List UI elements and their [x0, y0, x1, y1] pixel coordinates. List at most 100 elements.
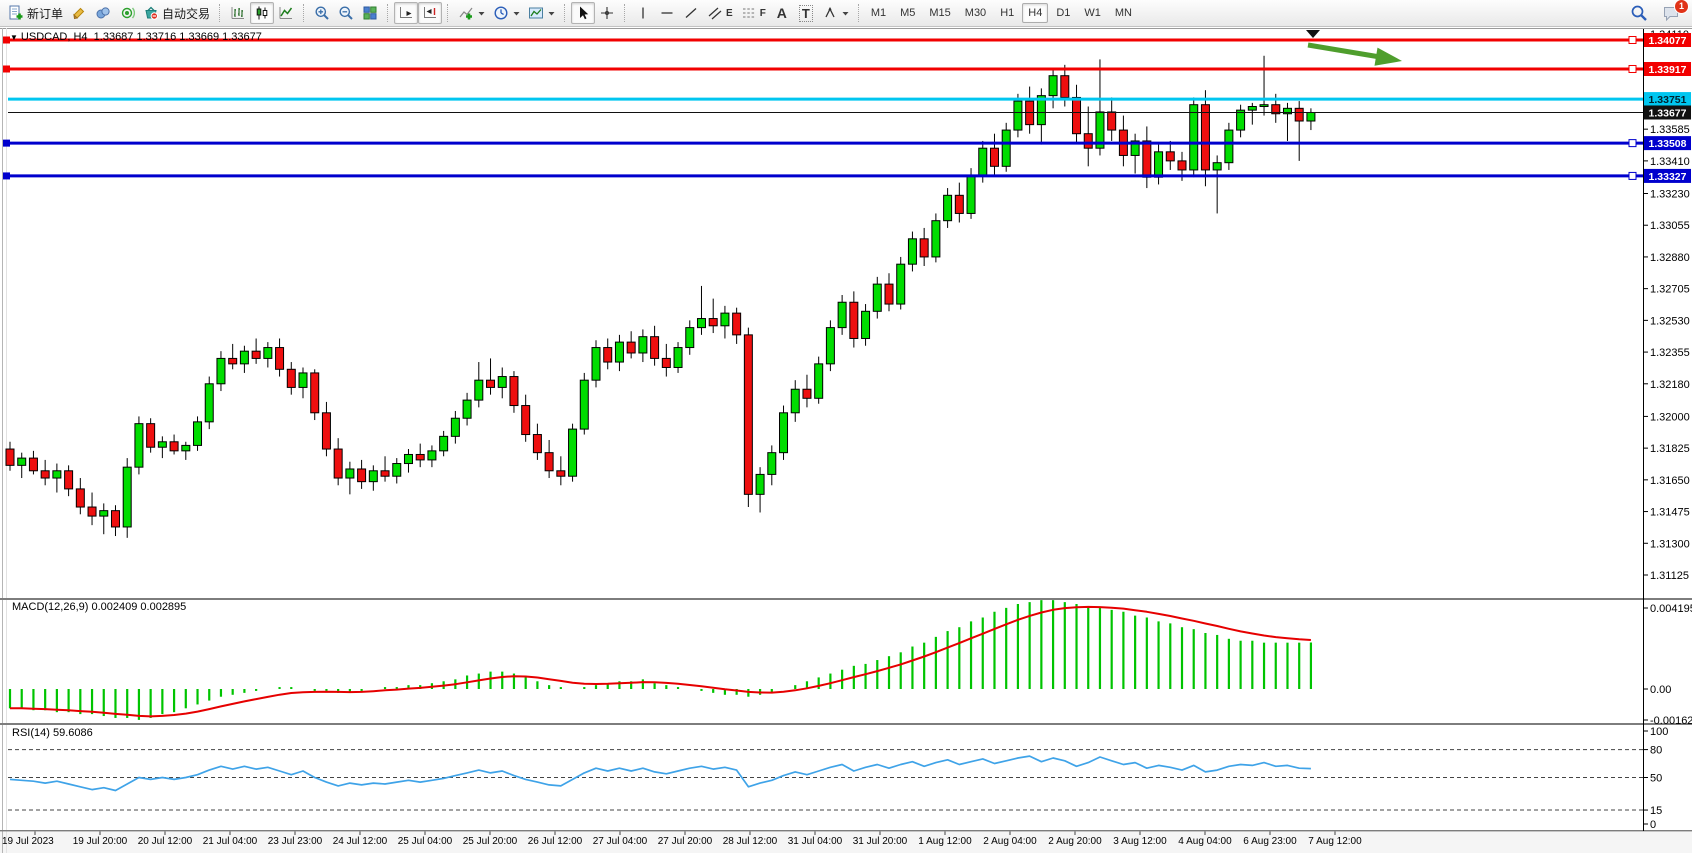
trend-arrow-line[interactable]	[1307, 42, 1381, 60]
candlestick-chart-button[interactable]	[250, 2, 275, 24]
timeframe-M15[interactable]: M15	[929, 7, 951, 19]
chart-shift-button[interactable]	[418, 2, 443, 24]
signals-button[interactable]	[115, 2, 139, 24]
community-button[interactable]	[91, 2, 115, 24]
timeframe-W1[interactable]: W1	[1084, 7, 1101, 19]
hline-handle[interactable]	[3, 139, 10, 147]
trendline-tool-button[interactable]	[679, 2, 703, 24]
toolbar-separator	[624, 4, 626, 22]
line-chart-button[interactable]	[274, 2, 298, 24]
arrows-tool-button[interactable]	[818, 2, 853, 24]
chat-button[interactable]: 1	[1658, 0, 1689, 24]
search-button[interactable]	[1626, 2, 1652, 24]
date-label: 24 Jul 12:00	[333, 836, 388, 847]
auto-scroll-icon	[400, 7, 413, 18]
zoom-in-button[interactable]	[310, 2, 334, 24]
fibonacci-tool-button[interactable]: F	[737, 2, 770, 24]
high-marker-icon[interactable]	[1306, 30, 1320, 38]
annotations[interactable]	[1306, 30, 1402, 66]
timeframe-M30[interactable]: M30	[964, 7, 987, 19]
chart-title: ▼ USDCAD, H4 1.33687 1.33716 1.33669 1.33…	[10, 31, 262, 43]
chart-shift-icon	[424, 7, 437, 18]
autotrade-button[interactable]: 自动交易	[139, 2, 214, 24]
timeframe-D1[interactable]: D1	[1056, 7, 1071, 19]
rsi-axis-label: 100	[1650, 726, 1668, 738]
new-order-button[interactable]: 新订单	[4, 2, 67, 24]
text-tool-icon: A	[776, 5, 787, 21]
gold-chisel-icon	[73, 7, 85, 20]
date-label: 7 Aug 12:00	[1308, 836, 1362, 847]
date-label: 23 Jul 23:00	[268, 836, 323, 847]
templates-dropdown-icon[interactable]	[548, 5, 555, 21]
hline-handle[interactable]	[1628, 64, 1637, 73]
price-tick-label: 1.31475	[1650, 507, 1690, 519]
price-badge-label: 1.34077	[1649, 35, 1687, 47]
toolbar-separator	[564, 4, 566, 22]
date-label: 4 Aug 04:00	[1178, 836, 1232, 847]
templates-button[interactable]	[524, 2, 559, 24]
periods-button[interactable]	[489, 2, 524, 24]
toolbar-separator	[447, 4, 449, 22]
channel-tool-button[interactable]: E	[703, 2, 737, 24]
crosshair-icon	[601, 7, 614, 19]
price-tick-label: 1.32530	[1650, 315, 1690, 327]
vertical-line-tool-button[interactable]	[631, 2, 655, 24]
date-label: 1 Aug 12:00	[918, 836, 972, 847]
rsi-axis-label: 50	[1650, 773, 1662, 785]
toolbar-right: 1	[1626, 0, 1689, 24]
auto-scroll-button[interactable]	[394, 2, 419, 24]
label-tool-icon: T	[798, 4, 813, 22]
date-label: 2 Aug 04:00	[983, 836, 1037, 847]
indicators-dropdown-icon[interactable]	[478, 5, 485, 21]
hline-handle[interactable]	[1628, 171, 1637, 180]
hline-handle[interactable]	[3, 172, 10, 180]
trend-arrow-head[interactable]	[1374, 47, 1403, 66]
tile-windows-button[interactable]	[358, 2, 382, 24]
hline-handle[interactable]	[3, 36, 10, 44]
indicators-button[interactable]	[454, 2, 489, 24]
horizontal-line-objects[interactable]	[3, 36, 1643, 180]
text-tool-button[interactable]: A	[770, 2, 794, 24]
timeframe-H4[interactable]: H4	[1022, 3, 1049, 23]
timeframe-M1[interactable]: M1	[870, 7, 887, 19]
price-badge-1.33917	[1644, 61, 1691, 76]
timeframe-H1[interactable]: H1	[1000, 7, 1015, 19]
price-axis: 1.341101.335851.334101.332301.330551.328…	[1643, 29, 1692, 831]
date-label: 3 Aug 12:00	[1113, 836, 1167, 847]
price-tick-label: 1.33410	[1650, 156, 1690, 168]
chart-collapse-icon[interactable]: ▼	[10, 33, 18, 42]
zoom-out-button[interactable]	[334, 2, 358, 24]
price-tick-label: 1.32000	[1650, 411, 1690, 423]
timeframe-MN[interactable]: MN	[1114, 7, 1132, 19]
new-order-label: 新订单	[27, 6, 64, 21]
clock-icon	[494, 6, 508, 20]
date-axis[interactable]: 19 Jul 2023 19 Jul 20:00 20 Jul 12:00 21 Ju…	[2, 831, 1362, 848]
price-tick-label: 1.31825	[1650, 443, 1690, 455]
main-toolbar: 新订单 自动交易	[0, 0, 1692, 27]
price-tick-label: 1.31650	[1650, 475, 1690, 487]
publish-button[interactable]	[67, 2, 91, 24]
hline-handle[interactable]	[1628, 36, 1637, 44]
hline-handle[interactable]	[1628, 139, 1637, 148]
price-tick-label: 1.32705	[1650, 284, 1690, 296]
horizontal-line-tool-button[interactable]	[655, 2, 679, 24]
toolbar-separator	[219, 4, 221, 22]
crosshair-tool-button[interactable]	[595, 2, 619, 24]
chart-canvas[interactable]: 1.341101.335851.334101.332301.330551.328…	[0, 27, 1692, 853]
date-label: 31 Jul 04:00	[788, 836, 843, 847]
price-tick-label: 1.32880	[1650, 252, 1690, 264]
label-tool-button[interactable]: T	[794, 2, 818, 24]
cursor-tool-button[interactable]	[571, 2, 596, 24]
candlestick-series	[5, 55, 1316, 538]
periods-dropdown-icon[interactable]	[513, 5, 520, 21]
timeframe-M5[interactable]: M5	[900, 7, 916, 19]
tile-windows-icon	[363, 6, 377, 20]
date-label: 31 Jul 20:00	[853, 836, 908, 847]
macd-pane	[8, 600, 1313, 720]
rsi-axis-label: 15	[1650, 805, 1662, 817]
price-tick-label: 1.31300	[1650, 538, 1690, 550]
hline-handle[interactable]	[3, 65, 10, 73]
bar-chart-button[interactable]	[226, 2, 250, 24]
arrows-dropdown-icon[interactable]	[842, 5, 849, 21]
vertical-line-icon	[642, 7, 644, 19]
